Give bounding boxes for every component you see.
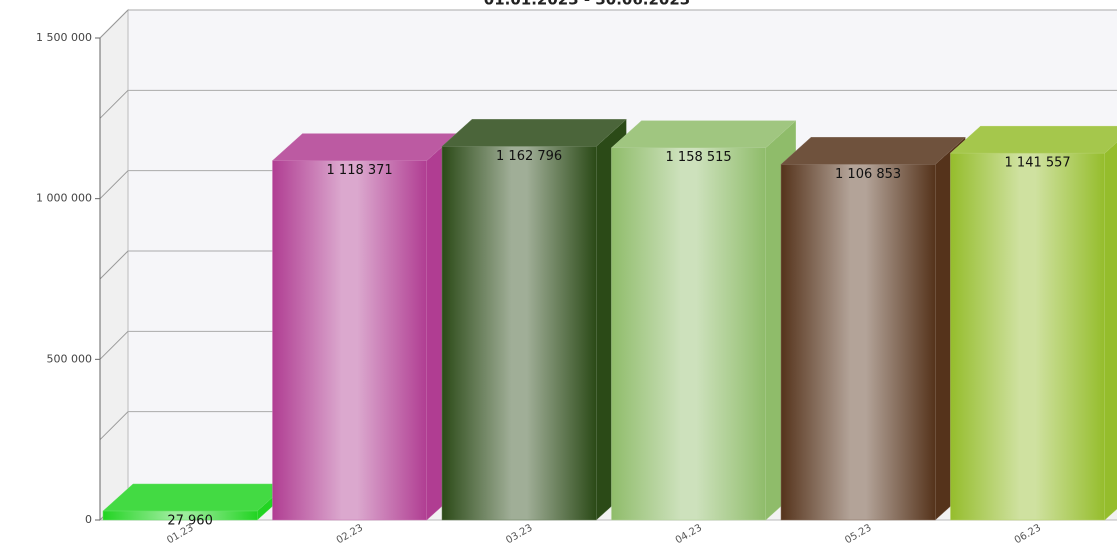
y-tick-label: 1 000 000 — [36, 192, 92, 205]
bar-side — [1104, 141, 1117, 521]
value-label: 1 158 515 — [666, 150, 732, 165]
value-label: 27 960 — [167, 514, 213, 529]
y-tick-label: 500 000 — [47, 352, 93, 365]
bar-top — [271, 133, 458, 161]
bar — [780, 164, 936, 521]
grid-line — [99, 330, 129, 360]
x-tick-label: 06.23 — [1013, 523, 1043, 547]
bar — [950, 152, 1105, 521]
bar-top — [102, 483, 288, 512]
x-tick-label: 02.23 — [335, 523, 365, 547]
value-label: 1 141 557 — [1005, 156, 1071, 171]
grid-line — [99, 9, 129, 39]
chart-title: 01.01.2023 - 30.06.2023 — [484, 0, 690, 9]
value-label: 1 118 371 — [327, 163, 393, 178]
bar-top — [610, 120, 797, 148]
minor-grid-line — [99, 250, 129, 280]
x-tick-label: 03.23 — [504, 523, 534, 547]
x-tick-label: 05.23 — [843, 523, 873, 547]
bar — [272, 160, 427, 521]
y-tick-label: 1 500 000 — [36, 31, 92, 44]
bar-top — [780, 137, 966, 165]
bar — [611, 147, 766, 521]
bar-top — [441, 119, 627, 147]
minor-grid-line — [99, 89, 129, 119]
bar — [102, 510, 258, 521]
grid-line — [99, 170, 129, 200]
bar — [441, 146, 597, 521]
minor-grid-line — [99, 411, 129, 441]
y-tick-label: 0 — [85, 513, 92, 526]
value-label: 1 106 853 — [835, 167, 901, 182]
x-tick-label: 04.23 — [674, 523, 704, 547]
value-label: 1 162 796 — [496, 149, 562, 164]
